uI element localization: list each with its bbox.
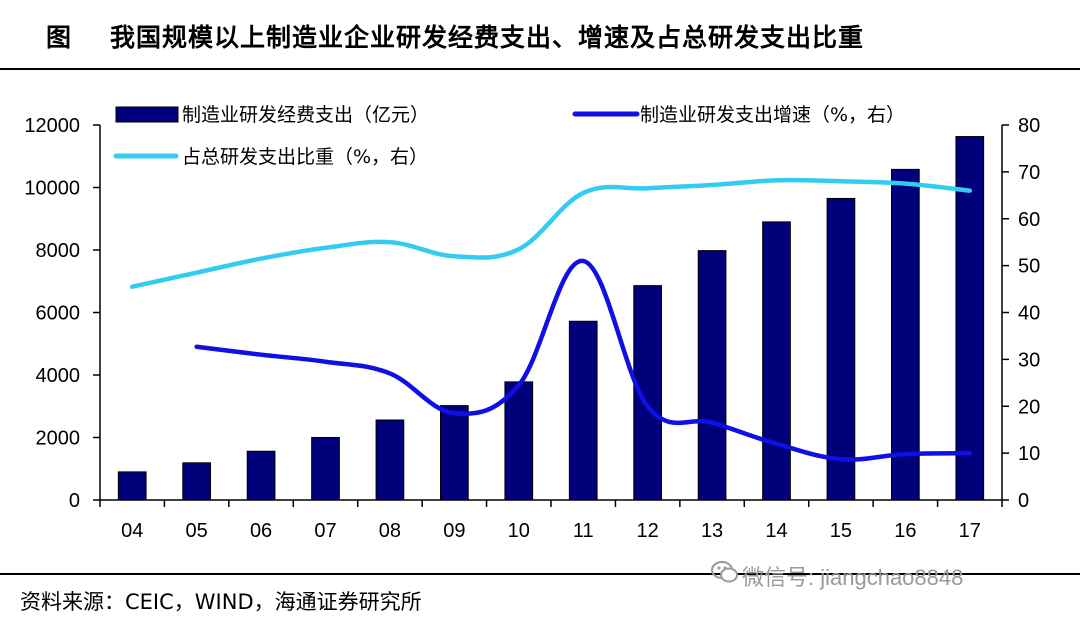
bar [568, 320, 598, 501]
y-right-tick-label: 0 [1018, 490, 1029, 512]
y-right-tick-label: 70 [1018, 162, 1040, 184]
bottom-rule [0, 573, 1080, 575]
chart: 0 2000 4000 6000 8000 10000 12000 0 10 20 30 40 50 60… [24, 104, 1040, 542]
x-tick-label: 04 [121, 520, 143, 542]
growth-rate-line [194, 258, 973, 462]
x-tick-label: 08 [379, 520, 401, 542]
x-tick-label: 05 [186, 520, 208, 542]
y-left-tick-label: 6000 [36, 303, 81, 325]
x-tick-label: 06 [250, 520, 272, 542]
bar [762, 221, 791, 501]
bar [246, 450, 276, 501]
bar [891, 168, 920, 501]
title-row: 图 我国规模以上制造业企业研发经费支出、增速及占总研发支出比重 [0, 0, 1080, 70]
x-tick-label: 16 [894, 520, 916, 542]
top-rule [0, 68, 1080, 70]
y-right-tick-label: 30 [1018, 349, 1040, 371]
bar [375, 419, 405, 501]
y-left-tick-label: 2000 [36, 428, 81, 450]
y-left-tick-label: 12000 [24, 115, 80, 137]
source-note: 资料来源：CEIC，WIND，海通证券研究所 [20, 590, 422, 614]
y-right-tick-label: 50 [1018, 256, 1040, 278]
x-tick-label: 10 [508, 520, 530, 542]
x-tick-label: 12 [637, 520, 659, 542]
legend-bar-swatch [115, 106, 179, 123]
chart-title: 我国规模以上制造业企业研发经费支出、增速及占总研发支出比重 [110, 23, 865, 52]
y-right-tick-label: 40 [1018, 303, 1040, 325]
y-left-tick-label: 0 [69, 490, 80, 512]
x-tick-label: 14 [765, 520, 787, 542]
bar [504, 381, 534, 501]
x-tick-label: 11 [573, 520, 594, 542]
x-tick-label: 13 [701, 520, 723, 542]
share-line [129, 177, 973, 289]
bar [955, 136, 985, 501]
y-right-tick-label: 60 [1018, 209, 1040, 231]
x-tick-label: 15 [830, 520, 852, 542]
bar [311, 437, 340, 501]
x-tick-label: 07 [314, 520, 336, 542]
figure-label: 图 [46, 23, 72, 52]
bar [117, 471, 147, 501]
legend-growth-label: 制造业研发支出增速（%，右） [640, 104, 905, 126]
legend-bar-label: 制造业研发经费支出（亿元） [182, 104, 429, 126]
bar [697, 250, 727, 501]
bar [826, 197, 856, 501]
wechat-logo-icon [711, 561, 738, 583]
y-left-tick-label: 8000 [36, 240, 81, 262]
x-tick-label: 09 [443, 520, 465, 542]
y-right-tick-label: 10 [1018, 443, 1040, 465]
y-left-tick-label: 10000 [24, 178, 80, 200]
y-left-tick-label: 4000 [36, 365, 81, 387]
bar [182, 462, 211, 501]
y-right-tick-label: 80 [1018, 115, 1040, 137]
legend-share-label: 占总研发支出比重（%，右） [182, 146, 428, 168]
bar [440, 405, 469, 501]
y-right-tick-label: 20 [1018, 396, 1040, 418]
x-tick-label: 17 [959, 520, 981, 542]
watermark: 微信号: jiangchao8848 [742, 565, 964, 590]
